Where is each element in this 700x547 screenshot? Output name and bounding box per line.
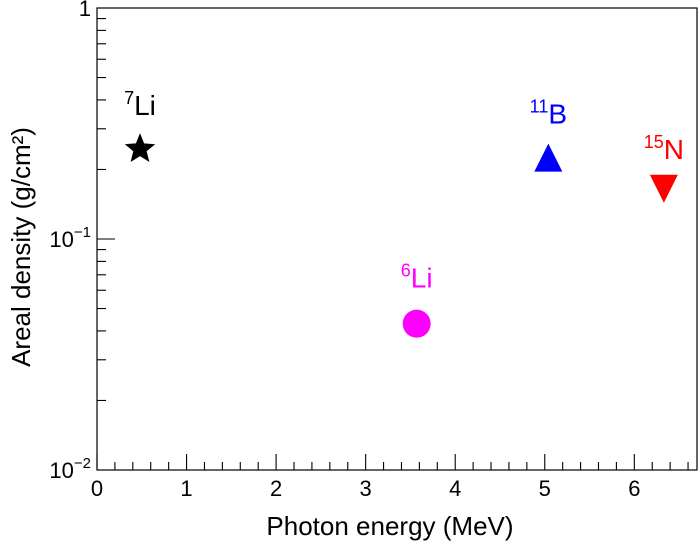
y-tick-label: 10−1	[49, 224, 91, 252]
x-tick-label: 2	[270, 476, 282, 501]
x-tick-label: 6	[628, 476, 640, 501]
x-tick-label: 3	[360, 476, 372, 501]
x-tick-label: 5	[539, 476, 551, 501]
plot-frame	[96, 7, 698, 471]
point-star-7Li	[124, 133, 156, 162]
x-tick-label: 0	[91, 476, 103, 501]
isotope-label-6Li: 6Li	[401, 261, 433, 294]
isotope-label-11B: 11B	[530, 97, 567, 130]
x-tick-label: 4	[449, 476, 461, 501]
point-circle-6Li	[402, 309, 431, 338]
x-tick-label: 1	[180, 476, 192, 501]
x-axis-title: Photon energy (MeV)	[266, 511, 513, 541]
point-triangle-down-15N	[649, 174, 678, 203]
point-triangle-up-11B	[534, 143, 563, 172]
isotope-label-7Li: 7Li	[124, 88, 156, 121]
y-tick-label: 10−2	[49, 455, 91, 483]
y-tick-label: 1	[79, 0, 91, 21]
isotope-label-15N: 15N	[644, 132, 684, 165]
y-axis-title: Areal density (g/cm²)	[6, 127, 36, 367]
